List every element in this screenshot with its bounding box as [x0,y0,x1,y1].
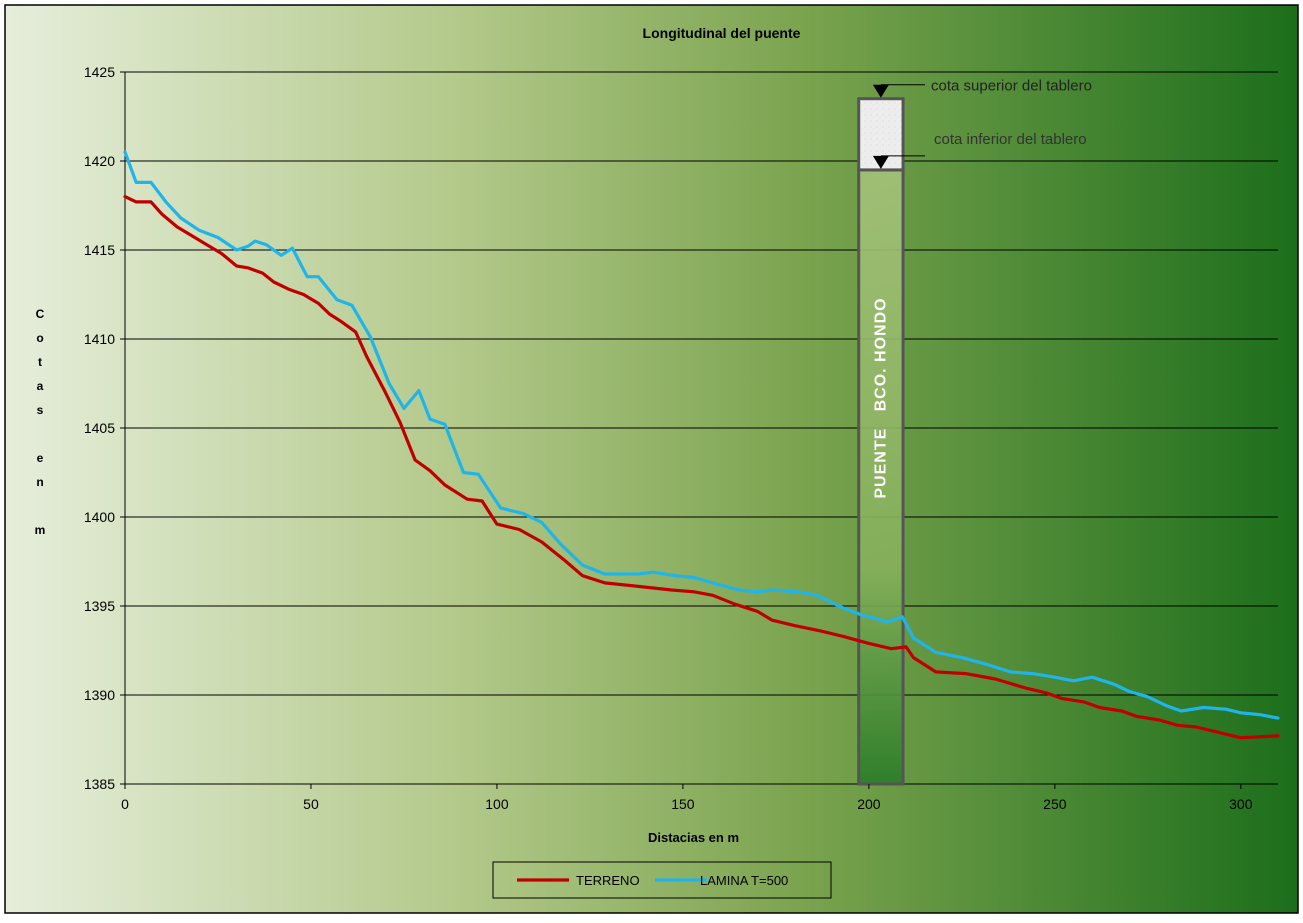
axes: 1385 1390 1395 1400 1405 1410 1415 1420 1425 0 50 1… [84,64,1253,812]
deck-top-marker [872,84,889,98]
chart-title: Longitudinal del puente [643,25,801,41]
y-tick-label: 1405 [84,420,115,436]
deck-bottom-label: cota inferior del tablero [934,131,1087,148]
legend: TERRENO LAMINA T=500 [492,861,832,899]
y-tick-label: 1415 [84,242,115,258]
legend-box [492,861,832,899]
y-axis-label-char: t [38,355,42,369]
legend-label: LAMINA T=500 [700,873,788,888]
y-tick-label: 1425 [84,64,115,80]
y-axis-label-char: n [36,475,43,489]
y-axis-label-char: m [35,523,46,537]
x-tick-label: 150 [671,796,695,812]
y-tick-label: 1410 [84,331,115,347]
series-lines [123,150,1280,740]
legend-item: LAMINA T=500 [655,873,788,888]
y-axis-label-char: C [36,307,45,321]
chart-area [4,4,1299,914]
series-line [123,150,1280,720]
x-tick-label: 0 [121,796,129,812]
series-group [123,150,1280,720]
x-axis-label: Distacias en m [648,830,739,845]
x-tick-label: 250 [1043,796,1067,812]
x-tick-label: 200 [857,796,881,812]
y-tick-label: 1395 [84,598,115,614]
deck-bottom-marker [872,155,889,169]
y-tick-label: 1390 [84,687,115,703]
grid-lines [125,71,1278,785]
legend-label: TERRENO [576,873,640,888]
y-axis-label-char: o [36,331,43,345]
x-tick-label: 300 [1229,796,1253,812]
series-line [123,195,1280,740]
y-axis-label-char: a [37,379,44,393]
bridge-deck [857,97,905,172]
bridge-annotation: PUENTE BCO. HONDO [857,97,905,786]
bridge-label: PUENTE BCO. HONDO [872,297,889,498]
legend-item: TERRENO [517,873,640,888]
y-axis-label-char: s [37,403,44,417]
y-tick-label: 1385 [84,776,115,792]
y-tick-label: 1400 [84,509,115,525]
x-tick-label: 100 [485,796,509,812]
y-axis-label-char: e [37,451,44,465]
deck-annotations: cota superior del tablero cota inferior d… [872,78,1092,169]
series-group [123,195,1280,740]
deck-top-label: cota superior del tablero [931,78,1092,95]
x-tick-label: 50 [303,796,319,812]
y-tick-label: 1420 [84,153,115,169]
